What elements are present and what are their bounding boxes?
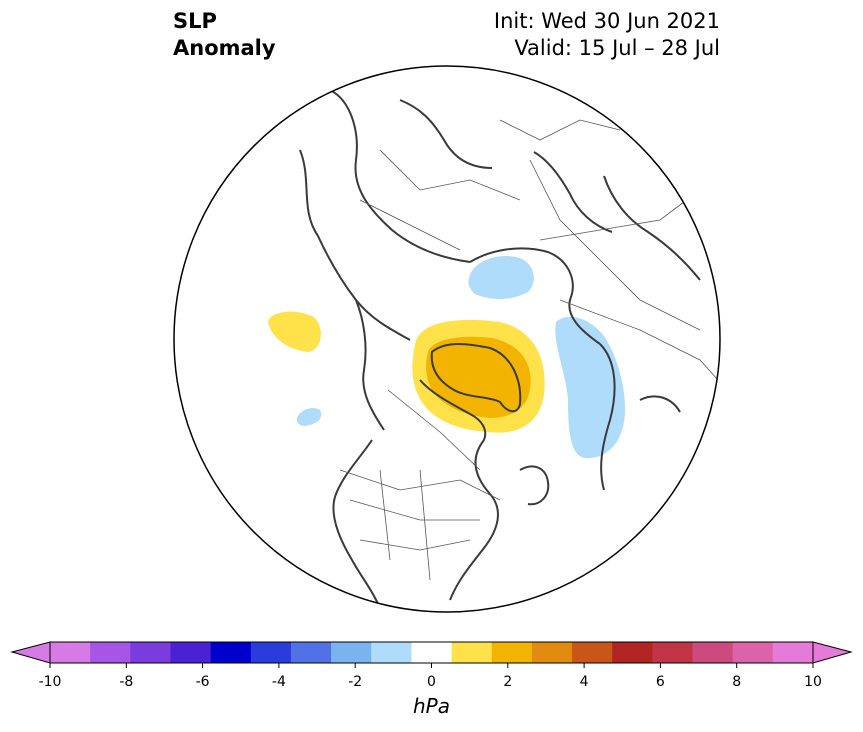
anomaly-negative-alaska xyxy=(296,407,322,426)
colorbar-tick-label: -4 xyxy=(271,674,286,690)
title-line-1: SLP xyxy=(173,9,217,33)
colorbar-segment xyxy=(290,642,332,663)
colorbar-segment xyxy=(331,642,372,663)
colorbar-extend-low xyxy=(10,641,51,664)
anomaly-positive-west-pacific xyxy=(268,311,321,352)
colorbar-segment xyxy=(451,642,493,663)
colorbar-segment xyxy=(652,642,694,663)
colorbar-tick-label: -10 xyxy=(38,674,62,690)
colorbar-extend-high xyxy=(812,641,853,664)
anomaly-negative-barents xyxy=(468,255,534,299)
colorbar-tick-label: 4 xyxy=(579,674,589,690)
colorbar-segment xyxy=(411,642,453,663)
colorbar xyxy=(10,641,853,668)
colorbar-tick-label: -6 xyxy=(195,674,210,690)
colorbar-segment xyxy=(572,642,613,663)
colorbar-tick-label: 0 xyxy=(427,674,436,690)
colorbar-segment xyxy=(250,642,292,663)
colorbar-segment xyxy=(90,642,131,663)
polar-map xyxy=(173,65,721,613)
map-title: SLP Anomaly xyxy=(173,8,276,62)
colorbar-unit: hPa xyxy=(413,694,450,718)
colorbar-segment xyxy=(371,642,412,663)
colorbar-segment xyxy=(130,642,171,663)
colorbar-segment xyxy=(531,642,573,663)
anomaly-negative-siberia xyxy=(555,316,626,459)
country-borders xyxy=(339,119,719,581)
date-info: Init: Wed 30 Jun 2021 Valid: 15 Jul – 28… xyxy=(494,8,720,62)
colorbar-tick-label: -2 xyxy=(348,674,363,690)
colorbar-segment xyxy=(692,642,734,663)
colorbar-tick-marks xyxy=(49,663,814,668)
colorbar-segment xyxy=(612,642,653,663)
colorbar-tick-label: 6 xyxy=(655,674,665,690)
colorbar-segment xyxy=(491,642,533,663)
map-boundary xyxy=(173,65,721,613)
colorbar-segment xyxy=(170,642,212,663)
colorbar-segment xyxy=(772,642,814,663)
colorbar-segment xyxy=(210,642,252,663)
valid-range: Valid: 15 Jul – 28 Jul xyxy=(514,36,720,60)
title-line-2: Anomaly xyxy=(173,36,276,60)
colorbar-segment xyxy=(732,642,774,663)
colorbar-tick-label: 10 xyxy=(804,674,822,690)
colorbar-tick-label: 8 xyxy=(732,674,742,690)
colorbar-segment xyxy=(50,642,91,663)
colorbar-tick-label: 2 xyxy=(503,674,513,690)
colorbar-tick-label: -8 xyxy=(119,674,134,690)
init-date: Init: Wed 30 Jun 2021 xyxy=(493,9,720,33)
colorbar-segments xyxy=(50,642,814,663)
